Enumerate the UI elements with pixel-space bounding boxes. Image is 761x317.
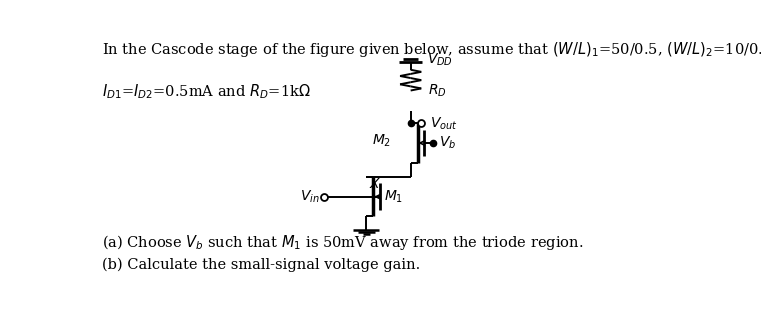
Text: $M_1$: $M_1$ — [384, 189, 403, 205]
Text: (a) Choose $V_b$ such that $M_1$ is 50mV away from the triode region.: (a) Choose $V_b$ such that $M_1$ is 50mV… — [102, 233, 584, 252]
Text: (b) Calculate the small-signal voltage gain.: (b) Calculate the small-signal voltage g… — [102, 258, 420, 272]
Text: $V_{out}$: $V_{out}$ — [429, 115, 457, 132]
Text: $V_b$: $V_b$ — [439, 135, 456, 151]
Text: $M_2$: $M_2$ — [372, 133, 391, 149]
Text: $V_{DD}$: $V_{DD}$ — [427, 52, 454, 68]
Text: $I_{D1}$=$I_{D2}$=0.5mA and $R_D$=1k$\Omega$: $I_{D1}$=$I_{D2}$=0.5mA and $R_D$=1k$\Om… — [102, 82, 311, 101]
Text: $X$: $X$ — [369, 178, 382, 191]
Text: In the Cascode stage of the figure given below, assume that $(W/L)_1$=50/0.5, $(: In the Cascode stage of the figure given… — [102, 41, 761, 60]
Text: $V_{in}$: $V_{in}$ — [300, 189, 320, 205]
Text: $R_D$: $R_D$ — [428, 82, 447, 99]
